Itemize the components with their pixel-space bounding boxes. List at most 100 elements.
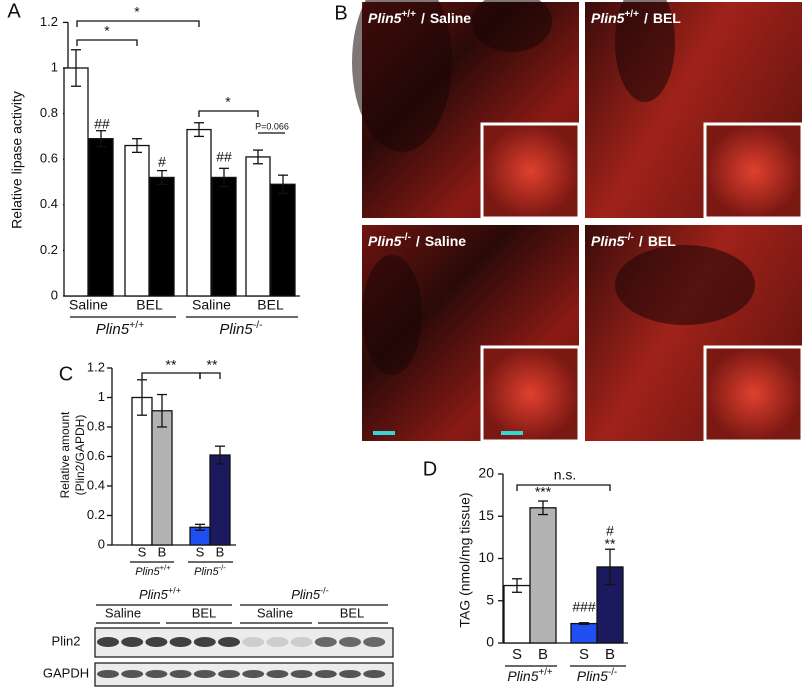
micrograph-texture bbox=[352, 0, 452, 152]
bar bbox=[149, 176, 175, 297]
y-tick-label: 0 bbox=[98, 536, 105, 551]
y-tick-label: 0 bbox=[486, 634, 494, 650]
y-tick-label: 0.8 bbox=[40, 105, 58, 120]
separator: / bbox=[644, 10, 648, 26]
blot-band bbox=[339, 670, 361, 678]
blot-band bbox=[339, 637, 361, 647]
scale-bar bbox=[373, 431, 395, 435]
genotype: +/+ bbox=[168, 586, 181, 596]
y-tick-label: 20 bbox=[478, 465, 494, 481]
annotation: * bbox=[134, 4, 140, 20]
gene-name: Plin5 bbox=[368, 233, 402, 249]
x-tick-label: B bbox=[216, 544, 225, 559]
error-bar bbox=[215, 445, 225, 465]
gene-name: Plin5 bbox=[368, 10, 402, 26]
genotype-label: Plin5+/+ bbox=[135, 563, 171, 578]
x-tick-label: B bbox=[158, 544, 167, 559]
bar bbox=[529, 507, 557, 644]
genotype-label: Plin5-/- bbox=[194, 563, 226, 578]
y-tick-label: 0.2 bbox=[87, 507, 105, 522]
bar bbox=[270, 183, 296, 297]
x-tick-label: S bbox=[196, 544, 205, 559]
significance-bracket bbox=[199, 372, 221, 379]
error-bar bbox=[512, 578, 522, 593]
y-axis-label: (Plin2/GAPDH) bbox=[73, 415, 87, 496]
annotation: # bbox=[606, 523, 614, 539]
micrograph-label: Plin5-/- / BEL bbox=[591, 232, 676, 249]
y-axis-label: Relative lipase activity bbox=[9, 91, 25, 229]
treatment: BEL bbox=[648, 233, 676, 249]
annotation: ## bbox=[94, 116, 110, 132]
micrograph-texture bbox=[615, 0, 675, 102]
y-tick-label: 1.2 bbox=[87, 359, 105, 374]
blot-band bbox=[145, 637, 168, 647]
genotype-label: Plin5+/+ bbox=[139, 586, 181, 603]
x-tick-label: B bbox=[605, 646, 615, 663]
y-tick-label: 15 bbox=[478, 507, 494, 523]
blot-band bbox=[242, 637, 265, 647]
x-tick-label: S bbox=[138, 544, 147, 559]
error-bar bbox=[253, 149, 263, 165]
gene-name: Plin5 bbox=[96, 321, 130, 338]
blot-band bbox=[169, 637, 192, 647]
bar bbox=[124, 144, 150, 297]
error-bar bbox=[71, 49, 81, 87]
gene-name: Plin5 bbox=[507, 668, 538, 684]
x-tick-label: B bbox=[538, 646, 548, 663]
blot-band bbox=[314, 637, 337, 647]
genotype: +/+ bbox=[624, 9, 639, 20]
genotype: -/- bbox=[253, 319, 263, 331]
panel-letter: A bbox=[7, 0, 21, 22]
micrograph-inset bbox=[480, 345, 581, 443]
blot-band bbox=[169, 670, 192, 678]
bar bbox=[88, 138, 114, 297]
blot-band bbox=[121, 670, 144, 678]
gene-name: Plin5 bbox=[591, 10, 625, 26]
micrograph-label: Plin5+/+ / Saline bbox=[368, 9, 471, 26]
error-bar bbox=[605, 548, 615, 586]
x-tick-label: S bbox=[512, 646, 522, 663]
error-bar bbox=[137, 379, 147, 416]
panel-letter: B bbox=[334, 2, 347, 24]
error-bar bbox=[132, 138, 142, 154]
blot-lane-label: BEL bbox=[340, 605, 365, 620]
genotype: +/+ bbox=[160, 563, 172, 572]
panel-letter: C bbox=[59, 363, 73, 385]
blot-band bbox=[193, 637, 216, 647]
annotation: # bbox=[158, 154, 166, 170]
micrograph-texture bbox=[615, 245, 755, 325]
micrograph-texture bbox=[362, 255, 422, 375]
gene-name: Plin5 bbox=[291, 587, 321, 602]
micrograph-inset bbox=[480, 122, 581, 220]
significance-bracket bbox=[516, 484, 611, 491]
separator: / bbox=[416, 233, 420, 249]
annotation: P=0.066 bbox=[255, 121, 289, 131]
y-tick-label: 0.8 bbox=[87, 418, 105, 433]
y-tick-label: 5 bbox=[486, 591, 494, 607]
blot-band bbox=[97, 637, 119, 647]
blot-band bbox=[218, 637, 240, 647]
annotation: * bbox=[225, 94, 231, 110]
blot-band bbox=[193, 670, 216, 678]
genotype-label: Plin5+/+ bbox=[507, 667, 553, 684]
error-bar bbox=[157, 169, 167, 185]
genotype-label: Plin5+/+ bbox=[96, 319, 145, 338]
bar bbox=[186, 128, 212, 297]
gene-name: Plin5 bbox=[194, 566, 219, 578]
y-tick-label: 1 bbox=[98, 389, 105, 404]
annotation: *** bbox=[535, 484, 552, 500]
genotype: -/- bbox=[320, 586, 329, 596]
bar bbox=[209, 454, 231, 546]
annotation: ** bbox=[166, 357, 177, 373]
blot-band bbox=[363, 670, 386, 678]
blot-band bbox=[314, 670, 337, 678]
annotation: ### bbox=[572, 599, 596, 615]
blot-band bbox=[121, 637, 144, 647]
genotype: +/+ bbox=[401, 9, 416, 20]
genotype-label: Plin5-/- bbox=[219, 319, 263, 338]
gene-name: Plin5 bbox=[139, 587, 169, 602]
gene-name: Plin5 bbox=[135, 566, 160, 578]
scale-bar bbox=[501, 431, 523, 435]
y-tick-label: 10 bbox=[478, 549, 494, 565]
